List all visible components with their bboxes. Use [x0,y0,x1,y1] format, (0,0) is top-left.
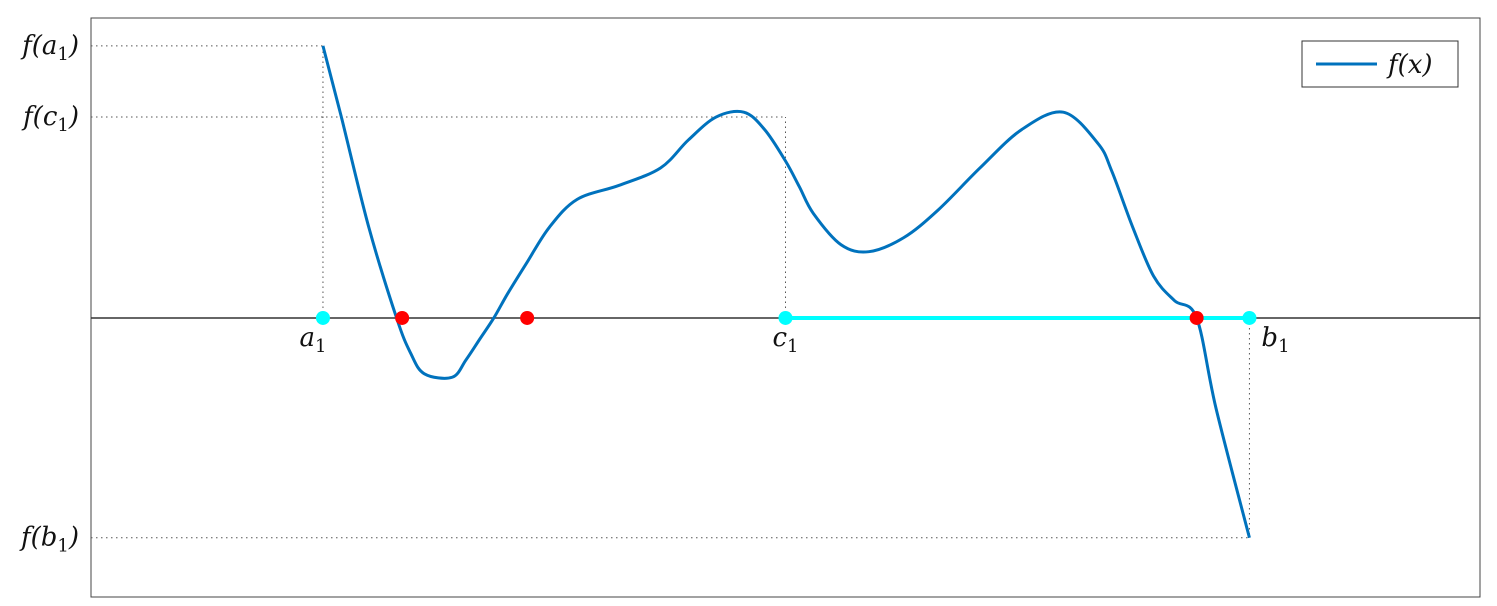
y-label-f-c1: f(c1) [21,102,79,136]
root-marker [520,310,535,325]
x-label-b1: b1 [1261,323,1289,357]
legend: f(x) [1301,40,1459,88]
legend-label: f(x) [1386,50,1433,80]
axis-labels: a1 c1 b1 f(a1) f(c1) f(b1) [19,31,1290,557]
marker-points [315,310,1257,325]
endpoint-marker-a1 [315,310,330,325]
guide-lines [91,45,1250,539]
root-marker [1189,310,1204,325]
series-curve [321,45,1251,539]
x-label-a1: a1 [299,323,326,357]
y-label-f-b1: f(b1) [19,523,79,557]
y-label-f-a1: f(a1) [20,31,79,65]
x-label-c1: c1 [772,323,798,357]
endpoint-marker-b1 [1242,310,1257,325]
root-marker [395,310,410,325]
endpoint-marker-c1 [778,310,793,325]
